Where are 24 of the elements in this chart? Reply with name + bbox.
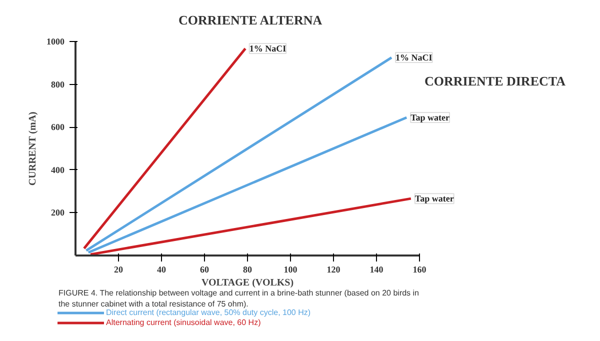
text: Alternating current (sinusoidal wave, 60 Hz) — [106, 318, 261, 327]
x-tick-label: 120 — [326, 264, 341, 274]
x-tick-label: 80 — [243, 264, 252, 274]
y-axis-title: CURRENT (mA) — [28, 112, 38, 186]
annotation: Tap water — [414, 194, 454, 204]
x-tick-label: 100 — [284, 264, 298, 274]
text: Direct current (rectangular wave, 50% duty cycle, 100 Hz) — [106, 308, 311, 317]
x-tick-label: 20 — [114, 264, 124, 274]
text: CORRIENTE DIRECTA — [424, 74, 566, 88]
annotation: Tap water — [410, 112, 450, 122]
annotation: 1% NaCI — [396, 52, 433, 63]
caption: FIGURE 4. The relationship between voltage and current in a brine-bath stunner (based on 20 birds in the stunner cabinet with a total resistance of 75 ohm). — [58, 288, 420, 308]
y-tick-label: 1000 — [46, 36, 65, 46]
y-tick-label: 800 — [51, 79, 65, 90]
y-tick-label: 600 — [51, 122, 65, 132]
y-tick-label: 200 — [51, 208, 65, 218]
annotation: 1% NaCI — [249, 44, 287, 54]
y-tick-label: 400 — [51, 164, 65, 175]
x-tick-label: 40 — [157, 264, 166, 274]
x-tick-label: 160 — [412, 264, 427, 274]
chart-title: CORRIENTE ALTERNA — [178, 12, 323, 28]
x-axis-title: VOLTAGE (VOLKS) — [201, 278, 294, 288]
x-tick-label: 60 — [200, 264, 210, 274]
x-tick-label: 140 — [370, 264, 384, 274]
